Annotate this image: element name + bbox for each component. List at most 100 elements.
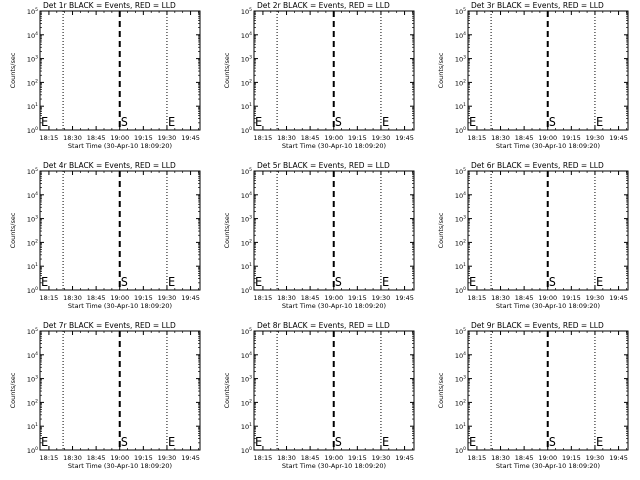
x-tick-label: 18:30 <box>63 454 82 462</box>
x-tick-label: 19:30 <box>372 134 391 142</box>
x-tick-label: 19:00 <box>110 454 129 462</box>
start-marker-label: S <box>549 275 556 289</box>
x-tick-label: 19:15 <box>562 454 581 462</box>
y-tick-label: 101 <box>455 262 466 271</box>
y-tick-label: 101 <box>455 422 466 431</box>
y-tick-label: 105 <box>455 327 466 336</box>
start-marker-label: S <box>121 115 128 129</box>
x-tick-label: 18:45 <box>515 134 534 142</box>
start-marker-label: S <box>121 435 128 449</box>
end-marker-label: E <box>469 435 476 449</box>
y-tick-label: 102 <box>27 238 38 247</box>
x-axis-label: Start Time (30-Apr-10 18:09:20) <box>282 142 386 150</box>
panel-title: Det 1r BLACK = Events, RED = LLD <box>43 1 176 10</box>
y-tick-label: 103 <box>455 375 466 384</box>
y-tick-label: 105 <box>27 167 38 176</box>
x-tick-label: 18:15 <box>40 134 59 142</box>
end-marker-label: E <box>168 275 175 289</box>
x-tick-label: 19:00 <box>110 294 129 302</box>
x-axis-label: Start Time (30-Apr-10 18:09:20) <box>282 462 386 470</box>
y-tick-label: 101 <box>241 422 252 431</box>
end-marker-label: E <box>596 435 603 449</box>
y-tick-label: 101 <box>241 102 252 111</box>
y-axis-label: Counts/sec <box>223 52 231 88</box>
y-tick-label: 105 <box>455 7 466 16</box>
x-tick-label: 18:30 <box>63 294 82 302</box>
x-tick-label: 19:30 <box>158 134 177 142</box>
x-tick-label: 19:45 <box>395 134 414 142</box>
y-tick-label: 104 <box>241 31 252 40</box>
x-tick-label: 19:30 <box>586 294 605 302</box>
y-tick-label: 105 <box>27 7 38 16</box>
x-tick-label: 19:00 <box>324 454 343 462</box>
panel-title: Det 6r BLACK = Events, RED = LLD <box>471 161 604 170</box>
y-tick-label: 100 <box>241 126 252 135</box>
y-axis-label: Counts/sec <box>9 372 17 408</box>
x-tick-label: 19:45 <box>181 454 200 462</box>
y-tick-label: 102 <box>455 398 466 407</box>
x-tick-label: 18:45 <box>301 454 320 462</box>
panel-title: Det 4r BLACK = Events, RED = LLD <box>43 161 176 170</box>
x-tick-label: 18:45 <box>87 294 106 302</box>
x-tick-label: 19:00 <box>324 134 343 142</box>
panel-title: Det 5r BLACK = Events, RED = LLD <box>257 161 390 170</box>
panel-title: Det 7r BLACK = Events, RED = LLD <box>43 321 176 330</box>
y-tick-label: 100 <box>27 446 38 455</box>
y-tick-label: 101 <box>455 102 466 111</box>
y-tick-label: 102 <box>241 78 252 87</box>
end-marker-label: E <box>469 275 476 289</box>
panel-title: Det 2r BLACK = Events, RED = LLD <box>257 1 390 10</box>
y-axis-label: Counts/sec <box>437 212 445 248</box>
y-tick-label: 100 <box>455 286 466 295</box>
y-tick-label: 105 <box>455 167 466 176</box>
end-marker-label: E <box>596 275 603 289</box>
x-tick-label: 19:30 <box>586 134 605 142</box>
x-tick-label: 19:00 <box>324 294 343 302</box>
x-axis-label: Start Time (30-Apr-10 18:09:20) <box>68 142 172 150</box>
x-tick-label: 19:30 <box>372 454 391 462</box>
y-tick-label: 100 <box>27 286 38 295</box>
y-axis-label: Counts/sec <box>9 212 17 248</box>
start-marker-label: S <box>335 115 342 129</box>
start-marker-label: S <box>335 275 342 289</box>
x-tick-label: 18:45 <box>87 454 106 462</box>
x-tick-label: 18:15 <box>468 294 487 302</box>
x-tick-label: 18:45 <box>515 454 534 462</box>
y-tick-label: 101 <box>241 262 252 271</box>
x-tick-label: 18:15 <box>468 454 487 462</box>
y-tick-label: 102 <box>455 78 466 87</box>
end-marker-label: E <box>382 115 389 129</box>
x-tick-label: 18:15 <box>254 134 273 142</box>
x-tick-label: 18:45 <box>515 294 534 302</box>
y-tick-label: 103 <box>27 215 38 224</box>
start-marker-label: S <box>549 115 556 129</box>
y-tick-label: 104 <box>27 351 38 360</box>
y-tick-label: 104 <box>27 31 38 40</box>
y-tick-label: 102 <box>455 238 466 247</box>
x-tick-label: 18:30 <box>277 294 296 302</box>
y-tick-label: 101 <box>27 422 38 431</box>
end-marker-label: E <box>168 435 175 449</box>
x-tick-label: 19:45 <box>395 294 414 302</box>
x-tick-label: 19:45 <box>609 454 628 462</box>
y-axis-label: Counts/sec <box>223 212 231 248</box>
x-tick-label: 19:45 <box>609 294 628 302</box>
y-tick-label: 105 <box>27 327 38 336</box>
y-tick-label: 105 <box>241 167 252 176</box>
y-tick-label: 100 <box>455 446 466 455</box>
x-tick-label: 19:15 <box>562 134 581 142</box>
panel-title: Det 3r BLACK = Events, RED = LLD <box>471 1 604 10</box>
end-marker-label: E <box>255 435 262 449</box>
y-tick-label: 104 <box>27 191 38 200</box>
y-axis-label: Counts/sec <box>437 372 445 408</box>
x-tick-label: 18:30 <box>491 294 510 302</box>
y-tick-label: 105 <box>241 7 252 16</box>
y-tick-label: 102 <box>27 398 38 407</box>
y-tick-label: 103 <box>27 55 38 64</box>
end-marker-label: E <box>382 275 389 289</box>
